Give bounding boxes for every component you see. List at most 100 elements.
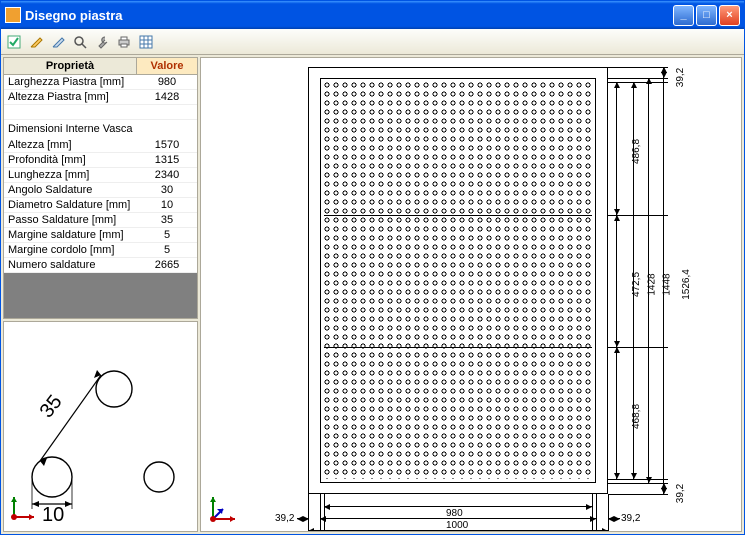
property-row[interactable]: Altezza Piastra [mm]1428	[4, 90, 197, 105]
property-label: Numero saldature	[4, 258, 137, 272]
property-row[interactable]: Altezza [mm]1570	[4, 138, 197, 153]
minimize-button[interactable]: _	[673, 5, 694, 26]
property-value[interactable]: 980	[137, 75, 197, 89]
grid-icon[interactable]	[137, 33, 155, 51]
property-value[interactable]: 1428	[137, 90, 197, 104]
property-value[interactable]: 1315	[137, 153, 197, 167]
dim-line-v	[663, 67, 664, 494]
left-column: Proprietà Valore Larghezza Piastra [mm]9…	[3, 57, 198, 532]
dim-line-v	[616, 215, 617, 347]
dim-label: 1526,4	[681, 269, 692, 300]
property-label: Lunghezza [mm]	[4, 168, 137, 182]
ext-line	[608, 494, 668, 495]
property-value[interactable]: 10	[137, 198, 197, 212]
header-val: Valore	[137, 58, 197, 74]
ext-line	[608, 494, 609, 532]
property-row[interactable]: Diametro Saldature [mm]10	[4, 198, 197, 213]
propgrid-section: Dimensioni Interne Vasca	[4, 120, 197, 138]
propgrid-header: Proprietà Valore	[4, 58, 197, 75]
dim-dia-label: 10	[42, 504, 64, 526]
property-label: Margine cordolo [mm]	[4, 243, 137, 257]
property-label: Margine saldature [mm]	[4, 228, 137, 242]
property-value[interactable]: 5	[137, 243, 197, 257]
property-label: Altezza [mm]	[4, 138, 137, 152]
dim-label: 39,2	[675, 68, 686, 87]
app-icon	[5, 7, 21, 23]
ext-line	[324, 494, 325, 532]
property-row[interactable]: Numero saldature2665	[4, 258, 197, 273]
property-value[interactable]: 2665	[137, 258, 197, 272]
ext-line	[608, 347, 668, 348]
header-prop: Proprietà	[4, 58, 137, 74]
ext-line	[592, 494, 593, 532]
axes-icon	[11, 497, 34, 520]
ext-line	[320, 494, 321, 532]
search-icon[interactable]	[71, 33, 89, 51]
dim-line-v	[633, 82, 634, 479]
dim-label: 39,2	[675, 484, 686, 503]
property-value[interactable]: 2340	[137, 168, 197, 182]
property-row[interactable]: Margine cordolo [mm]5	[4, 243, 197, 258]
axes-icon	[207, 493, 239, 525]
property-row[interactable]: Passo Saldature [mm]35	[4, 213, 197, 228]
dim-line-v	[663, 483, 664, 494]
dim-line-v	[616, 82, 617, 215]
property-row[interactable]: Angolo Saldature30	[4, 183, 197, 198]
ext-line	[308, 494, 309, 532]
property-grid: Proprietà Valore Larghezza Piastra [mm]9…	[3, 57, 198, 319]
wrench-icon[interactable]	[93, 33, 111, 51]
pencil-icon[interactable]	[27, 33, 45, 51]
dim-label: 39,2	[275, 513, 294, 524]
dim-label: 39,2	[621, 513, 640, 524]
property-label: Angolo Saldature	[4, 183, 137, 197]
panel-divider	[324, 347, 592, 348]
dim-line-h	[324, 506, 592, 507]
panel-divider	[324, 215, 592, 216]
property-label: Diametro Saldature [mm]	[4, 198, 137, 212]
circle-top	[96, 371, 132, 407]
property-row[interactable]: Lunghezza [mm]2340	[4, 168, 197, 183]
circle-bottom-left	[32, 457, 72, 497]
ext-line	[608, 215, 668, 216]
dim-line-v	[663, 67, 664, 78]
titlebar: Disegno piastra _ □ ×	[1, 1, 744, 29]
drawing-root: 486,8472,5468,8142814481526,439,239,2980…	[201, 58, 741, 531]
drawing-canvas[interactable]: 486,8472,5468,8142814481526,439,239,2980…	[200, 57, 742, 532]
dim-line-v	[648, 78, 649, 483]
property-value[interactable]: 1570	[137, 138, 197, 152]
ext-line	[608, 483, 668, 484]
property-label: Profondità [mm]	[4, 153, 137, 167]
window-title: Disegno piastra	[25, 8, 671, 23]
printer-icon[interactable]	[115, 33, 133, 51]
property-value[interactable]: 30	[137, 183, 197, 197]
ext-line	[608, 479, 668, 480]
content: Proprietà Valore Larghezza Piastra [mm]9…	[1, 55, 744, 534]
dim-line-h	[308, 530, 608, 531]
property-row[interactable]: Profondità [mm]1315	[4, 153, 197, 168]
checkbox-icon[interactable]	[5, 33, 23, 51]
dim-line-h	[608, 518, 620, 519]
weld-preview: 35 10	[3, 321, 198, 532]
property-value[interactable]: 35	[137, 213, 197, 227]
property-label: Larghezza Piastra [mm]	[4, 75, 137, 89]
preview-svg: 35 10	[4, 322, 198, 531]
app-window: Disegno piastra _ □ × Proprietà Valore L…	[0, 0, 745, 535]
propgrid-spacer	[4, 105, 197, 120]
ext-line	[608, 67, 668, 68]
property-value[interactable]: 5	[137, 228, 197, 242]
close-button[interactable]: ×	[719, 5, 740, 26]
propgrid-empty-area	[4, 273, 197, 318]
dim-line-h	[320, 518, 596, 519]
ext-line	[596, 494, 597, 532]
toolbar	[1, 29, 744, 55]
circle-bottom-right	[144, 462, 174, 492]
property-row[interactable]: Larghezza Piastra [mm]980	[4, 75, 197, 90]
property-label: Passo Saldature [mm]	[4, 213, 137, 227]
property-label: Altezza Piastra [mm]	[4, 90, 137, 104]
pencil2-icon[interactable]	[49, 33, 67, 51]
dim-line-v	[616, 347, 617, 479]
property-row[interactable]: Margine saldature [mm]5	[4, 228, 197, 243]
ext-line	[608, 82, 668, 83]
dim-pitch-label: 35	[36, 391, 67, 422]
maximize-button[interactable]: □	[696, 5, 717, 26]
